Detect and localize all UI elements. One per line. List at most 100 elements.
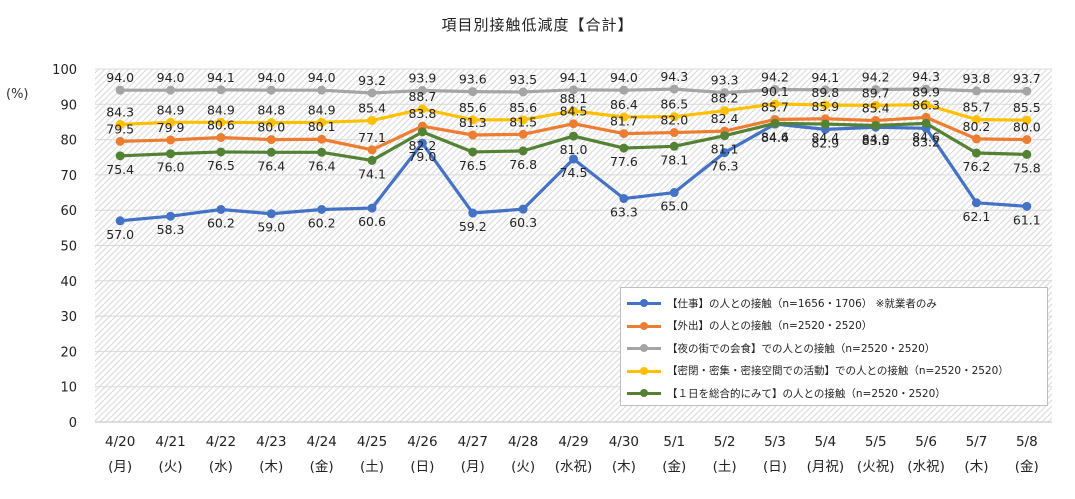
data-point bbox=[820, 85, 830, 95]
legend-label: 【外出】の人との接触（n=2520・2520） bbox=[667, 320, 873, 333]
data-point bbox=[166, 135, 176, 145]
data-point bbox=[166, 149, 176, 159]
data-label: 76.5 bbox=[207, 158, 235, 173]
data-point bbox=[166, 117, 176, 127]
data-label: 89.8 bbox=[811, 85, 839, 100]
data-point bbox=[720, 148, 730, 158]
x-tick-date: 5/8 bbox=[1016, 434, 1038, 450]
data-point bbox=[871, 84, 881, 94]
x-tick-date: 4/27 bbox=[458, 434, 488, 450]
data-label: 85.7 bbox=[963, 99, 991, 114]
x-tick-day: (火) bbox=[511, 459, 535, 475]
x-tick-day: (土) bbox=[360, 459, 384, 475]
x-tick-day: (水祝) bbox=[555, 459, 593, 475]
data-label: 84.4 bbox=[761, 130, 789, 145]
x-tick-date: 4/20 bbox=[105, 434, 135, 450]
x-tick-date: 5/1 bbox=[663, 434, 685, 450]
data-point bbox=[921, 100, 931, 110]
data-point bbox=[720, 88, 730, 98]
data-point bbox=[518, 115, 528, 125]
data-point bbox=[569, 119, 578, 129]
data-point bbox=[921, 118, 931, 128]
data-point bbox=[317, 85, 327, 95]
y-tick-label: 60 bbox=[60, 204, 77, 219]
data-point bbox=[468, 147, 478, 157]
x-tick-date: 4/24 bbox=[306, 434, 336, 450]
data-label: 93.9 bbox=[408, 71, 436, 86]
data-label: 93.3 bbox=[711, 73, 739, 88]
data-label: 76.5 bbox=[459, 158, 487, 173]
data-point bbox=[417, 138, 427, 148]
data-label: 94.2 bbox=[862, 69, 890, 84]
data-point bbox=[921, 84, 931, 94]
y-tick-label: 30 bbox=[60, 310, 77, 325]
y-tick-label: 100 bbox=[52, 63, 77, 78]
data-point bbox=[367, 203, 377, 213]
data-label: 84.6 bbox=[912, 129, 940, 144]
data-point bbox=[971, 134, 981, 144]
data-label: 94.0 bbox=[308, 70, 336, 85]
series-4 bbox=[115, 118, 1032, 165]
data-point bbox=[266, 147, 276, 157]
data-label: 85.4 bbox=[862, 101, 890, 116]
data-label: 94.3 bbox=[912, 69, 940, 84]
data-point bbox=[669, 84, 679, 94]
x-tick-date: 4/29 bbox=[558, 434, 588, 450]
data-label: 80.6 bbox=[207, 117, 235, 132]
data-point bbox=[216, 117, 226, 127]
data-point bbox=[367, 88, 377, 98]
data-point bbox=[518, 146, 528, 156]
data-label: 75.4 bbox=[106, 162, 134, 177]
data-point bbox=[971, 86, 981, 96]
data-label: 89.9 bbox=[912, 85, 940, 100]
data-point bbox=[115, 151, 125, 161]
data-label: 77.1 bbox=[358, 130, 386, 145]
data-label: 74.1 bbox=[358, 166, 386, 181]
data-point bbox=[1022, 86, 1032, 96]
data-point bbox=[770, 118, 780, 128]
data-point bbox=[216, 85, 226, 95]
data-label: 80.2 bbox=[963, 119, 991, 134]
data-point bbox=[115, 85, 125, 95]
legend-item: 【密閉・密集・密接空間での活動】での人との接触（n=2520・2520） bbox=[627, 360, 1041, 383]
data-point bbox=[417, 104, 427, 114]
data-label: 60.2 bbox=[207, 215, 235, 230]
data-point bbox=[1022, 115, 1032, 125]
data-point bbox=[619, 85, 629, 95]
data-label: 61.1 bbox=[1013, 212, 1041, 227]
data-label: 75.8 bbox=[1013, 160, 1041, 175]
data-label: 58.3 bbox=[157, 222, 185, 237]
data-label: 59.2 bbox=[459, 219, 487, 234]
data-label: 84.9 bbox=[157, 102, 185, 117]
x-tick-date: 5/7 bbox=[966, 434, 988, 450]
data-label: 76.4 bbox=[257, 158, 285, 173]
legend-item: 【１日を総合的にみて】の人との接触（n=2520・2520） bbox=[627, 382, 1041, 405]
legend-item: 【仕事】の人との接触（n=1656・1706） ※就業者のみ bbox=[627, 292, 1041, 315]
x-tick-date: 4/22 bbox=[206, 434, 236, 450]
y-tick-label: 20 bbox=[60, 345, 77, 360]
data-point bbox=[518, 87, 528, 97]
data-label: 79.9 bbox=[157, 120, 185, 135]
data-point bbox=[1022, 149, 1032, 159]
series-2 bbox=[115, 84, 1032, 98]
data-point bbox=[417, 86, 427, 96]
y-tick-label: 80 bbox=[60, 134, 77, 149]
data-point bbox=[115, 119, 125, 129]
data-label: 85.6 bbox=[509, 100, 537, 115]
y-axis-label: (%) bbox=[6, 87, 29, 102]
data-label: 88.1 bbox=[560, 91, 588, 106]
data-label: 81.7 bbox=[610, 114, 638, 129]
x-tick-day: (日) bbox=[763, 459, 787, 475]
legend-swatch bbox=[627, 366, 661, 376]
y-tick-label: 0 bbox=[69, 416, 77, 431]
data-point bbox=[468, 130, 478, 140]
data-point bbox=[871, 120, 881, 130]
data-label: 85.6 bbox=[459, 100, 487, 115]
data-point bbox=[468, 87, 478, 97]
data-label: 85.5 bbox=[1013, 100, 1041, 115]
series-lines bbox=[115, 84, 1032, 226]
data-label: 76.3 bbox=[711, 159, 739, 174]
data-label: 94.3 bbox=[660, 69, 688, 84]
data-point bbox=[820, 119, 830, 129]
data-label: 79.5 bbox=[106, 121, 134, 136]
